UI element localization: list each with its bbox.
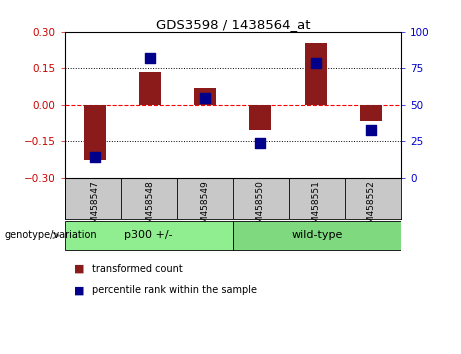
Text: p300 +/-: p300 +/- [124, 230, 173, 240]
Text: GSM458549: GSM458549 [201, 180, 210, 235]
Bar [65, 221, 233, 250]
Title: GDS3598 / 1438564_at: GDS3598 / 1438564_at [155, 18, 310, 31]
Point [367, 127, 374, 132]
Text: transformed count: transformed count [92, 264, 183, 274]
Text: wild-type: wild-type [291, 230, 343, 240]
Point [257, 140, 264, 145]
Text: ■: ■ [74, 264, 84, 274]
Point [146, 55, 154, 61]
Text: GSM458547: GSM458547 [90, 180, 100, 235]
Bar [233, 221, 401, 250]
Text: GSM458551: GSM458551 [311, 180, 320, 235]
Text: GSM458552: GSM458552 [366, 180, 375, 235]
Bar [194, 88, 216, 105]
Text: GSM458548: GSM458548 [146, 180, 154, 235]
Text: genotype/variation: genotype/variation [5, 230, 97, 240]
Bar [305, 43, 326, 105]
Point [201, 95, 209, 101]
Point [91, 155, 99, 160]
Bar [249, 105, 272, 130]
Bar [84, 105, 106, 160]
Point [312, 60, 319, 65]
Text: GSM458550: GSM458550 [256, 180, 265, 235]
Bar [360, 105, 382, 121]
Text: percentile rank within the sample: percentile rank within the sample [92, 285, 257, 295]
Text: ■: ■ [74, 285, 84, 295]
Bar [139, 72, 161, 105]
